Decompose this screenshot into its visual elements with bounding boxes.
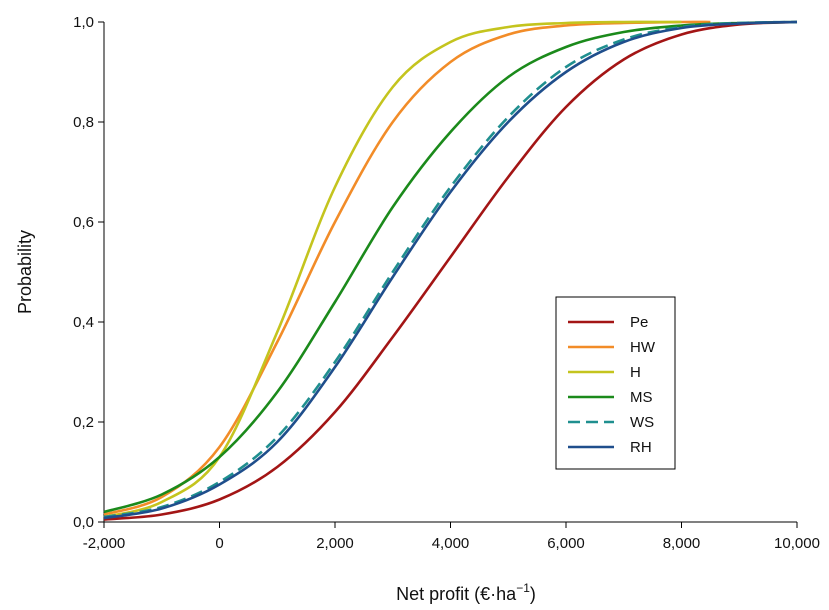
x-tick-label: 4,000 — [432, 535, 470, 552]
series-line-ms — [103, 20, 798, 514]
y-tick-label: 1,0 — [73, 14, 94, 31]
legend-label-ws: WS — [630, 414, 654, 431]
y-tick-label: 0,6 — [73, 214, 94, 231]
x-tick-label: 0 — [215, 535, 223, 552]
y-tick-label: 0,2 — [73, 414, 94, 431]
x-tick-label: 8,000 — [663, 535, 701, 552]
series-line-ws — [103, 20, 798, 519]
legend-items: Pe HW H MS WS RH — [568, 314, 656, 456]
legend-label-pe: Pe — [630, 314, 648, 331]
plot-area: 0,0 0,2 0,4 0,6 0,8 1,0 -2,000 0 2,000 4,000 6,00… — [73, 14, 820, 552]
series-line-rh — [103, 20, 798, 520]
series-line-pe — [103, 20, 798, 521]
legend-label-h: H — [630, 364, 641, 381]
legend-box — [555, 296, 676, 470]
y-tick-label: 0,8 — [73, 114, 94, 131]
legend: Pe HW H MS WS RH — [555, 296, 676, 470]
x-tick-label: 10,000 — [774, 535, 820, 552]
y-tick-label: 0,0 — [73, 514, 94, 531]
y-ticks: 0,0 0,2 0,4 0,6 0,8 1,0 — [73, 14, 104, 531]
x-ticks: -2,000 0 2,000 4,000 6,000 8,000 10,000 — [83, 522, 820, 552]
x-axis-title-close: ) — [530, 584, 536, 604]
x-tick-label: 6,000 — [547, 535, 585, 552]
series-lines — [103, 20, 798, 521]
y-tick-label: 0,4 — [73, 314, 94, 331]
series-line-h — [103, 20, 682, 519]
legend-label-rh: RH — [630, 439, 652, 456]
x-axis-title-superscript: −1 — [516, 581, 530, 595]
y-axis-title: Probability — [15, 230, 35, 314]
x-tick-label: 2,000 — [316, 535, 354, 552]
x-axis-title-main: Net profit (€·ha — [396, 584, 517, 604]
x-tick-label: -2,000 — [83, 535, 126, 552]
legend-label-hw: HW — [630, 339, 656, 356]
legend-label-ms: MS — [630, 389, 653, 406]
x-axis-title: Net profit (€·ha−1) — [396, 581, 536, 604]
